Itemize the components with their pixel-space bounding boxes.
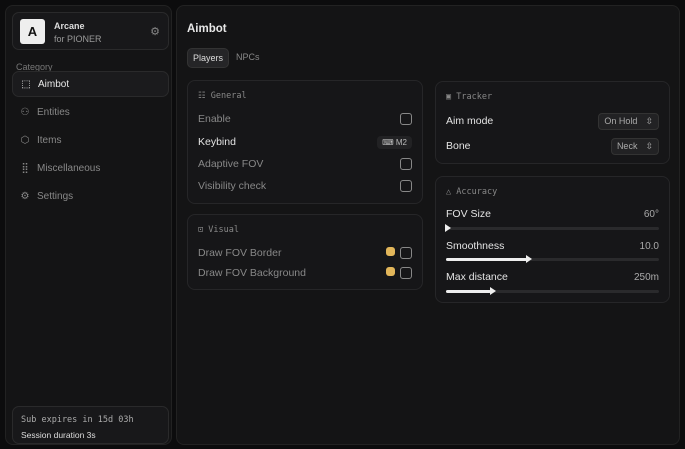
accuracy-card: △ Accuracy FOV Size 60° Smoothness 10.0 Ma… [435,176,670,303]
sidebar: A Arcane for PIONER ⚙ Category ⬚ Aimbot ⚇ E… [5,5,172,445]
session-duration: Session duration 3s [21,430,96,440]
adaptive-fov-checkbox[interactable] [400,158,412,170]
select-icon: ⇳ [645,115,653,126]
visual-icon: ⊡ [198,225,204,235]
list-icon: ☷ [198,91,206,101]
main-panel: Aimbot Players NPCs ☷ General Enable Key… [176,5,680,445]
sidebar-item-items[interactable]: ⬡ Items [12,127,169,153]
fov-border-checkbox[interactable] [400,247,412,259]
max-distance-label: Max distance [446,271,508,283]
border-color-swatch[interactable] [386,247,395,256]
tracker-card: ▣ Tracker Aim mode On Hold ⇳ Bone Neck ⇳ [435,81,670,164]
page-title: Aimbot [187,23,227,35]
tracker-header: ▣ Tracker [446,92,493,102]
cube-icon: ⬡ [20,134,30,146]
sidebar-item-label: Miscellaneous [37,162,101,174]
bone-label: Bone [446,140,471,152]
slider-handle [489,287,496,295]
visual-header: ⊡ Visual [198,225,239,235]
brand-card: A Arcane for PIONER ⚙ [12,12,169,50]
bone-select[interactable]: Neck ⇳ [610,137,659,155]
visibility-check-label: Visibility check [198,180,267,192]
sidebar-item-entities[interactable]: ⚇ Entities [12,99,169,125]
accuracy-header: △ Accuracy [446,187,498,197]
aim-mode-select[interactable]: On Hold ⇳ [598,112,659,130]
fov-size-slider[interactable] [445,224,659,232]
sidebar-item-settings[interactable]: ⚙ Settings [12,183,169,209]
gear-icon: ⚙ [20,190,30,202]
sidebar-item-label: Entities [37,106,70,118]
tab-players[interactable]: Players [187,48,230,68]
sub-expiry: Sub expires in 15d 03h [21,415,134,425]
keybind-button[interactable]: ⌨ M2 [377,135,412,149]
visibility-check-checkbox[interactable] [400,180,412,192]
keybind-label: Keybind [198,136,236,148]
smoothness-slider[interactable] [446,255,659,263]
triangle-icon: △ [446,187,452,197]
keyboard-icon: ⌨ [382,137,394,147]
fov-background-checkbox[interactable] [400,267,412,279]
enable-label: Enable [198,113,231,125]
tab-npcs[interactable]: NPCs [236,52,260,62]
slider-handle [525,255,532,263]
sidebar-item-label: Items [37,134,62,146]
fov-size-value: 60° [643,208,659,220]
sidebar-item-label: Settings [37,190,74,202]
select-icon: ⇳ [645,140,653,151]
app-subtitle: for PIONER [54,34,102,44]
app-logo: A [20,19,45,44]
grid-icon: ⣿ [21,162,29,174]
tracker-icon: ▣ [446,92,452,102]
general-card: ☷ General Enable Keybind ⌨ M2 Adaptive FO… [187,80,423,204]
settings-gear-icon[interactable]: ⚙ [150,26,160,38]
background-color-swatch[interactable] [386,267,395,276]
sidebar-item-aimbot[interactable]: ⬚ Aimbot [12,71,169,97]
fov-size-label: FOV Size [446,208,491,220]
crosshair-dashed-icon: ⬚ [21,78,31,90]
sidebar-item-label: Aimbot [38,78,70,90]
fov-background-label: Draw FOV Background [198,267,306,279]
entities-icon: ⚇ [20,106,30,118]
max-distance-value: 250m [633,271,659,283]
smoothness-label: Smoothness [446,240,505,252]
subscription-card: Sub expires in 15d 03h Session duration … [12,406,169,444]
general-header: ☷ General [198,91,247,101]
visual-card: ⊡ Visual Draw FOV Border Draw FOV Backgr… [187,214,423,290]
adaptive-fov-label: Adaptive FOV [198,158,264,170]
max-distance-slider[interactable] [446,287,659,295]
smoothness-value: 10.0 [639,240,659,252]
aim-mode-label: Aim mode [446,115,494,127]
slider-handle [445,224,451,232]
enable-checkbox[interactable] [400,113,412,125]
app-name: Arcane [54,21,85,31]
category-label: Category [16,62,53,72]
sidebar-item-miscellaneous[interactable]: ⣿ Miscellaneous [12,155,169,181]
fov-border-label: Draw FOV Border [198,247,282,259]
